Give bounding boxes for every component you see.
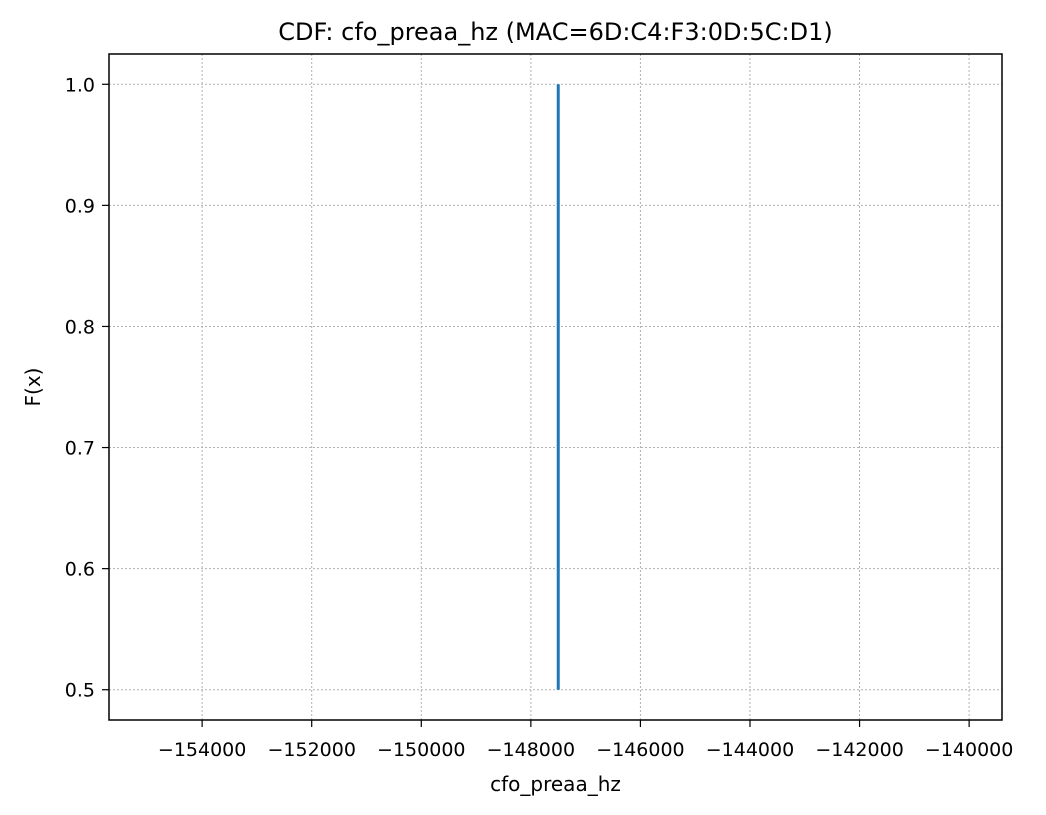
- y-axis-label: F(x): [21, 368, 45, 407]
- y-tick-label: 0.8: [65, 316, 95, 338]
- y-tick-label: 1.0: [65, 74, 95, 96]
- plot-frame: [108, 53, 1003, 721]
- y-tick-label: 0.9: [65, 195, 95, 217]
- grid: [109, 54, 1002, 720]
- y-tick-label: 0.6: [65, 559, 95, 581]
- x-tick-label: −140000: [925, 739, 1013, 761]
- x-tick-label: −142000: [815, 739, 903, 761]
- y-axis: 0.5 0.6 0.7 0.8 0.9 1.0: [65, 74, 109, 702]
- x-tick-label: −146000: [596, 739, 684, 761]
- chart-title: CDF: cfo_preaa_hz (MAC=6D:C4:F3:0D:5C:D1…: [278, 18, 833, 46]
- x-axis: −154000 −152000 −150000 −148000 −146000 −1440…: [158, 720, 1013, 761]
- y-tick-label: 0.7: [65, 438, 95, 460]
- x-tick-label: −150000: [377, 739, 465, 761]
- x-axis-label: cfo_preaa_hz: [490, 772, 621, 796]
- x-tick-label: −154000: [158, 739, 246, 761]
- x-tick-label: −148000: [487, 739, 575, 761]
- y-tick-label: 0.5: [65, 680, 95, 702]
- x-tick-label: −152000: [267, 739, 355, 761]
- x-tick-label: −144000: [706, 739, 794, 761]
